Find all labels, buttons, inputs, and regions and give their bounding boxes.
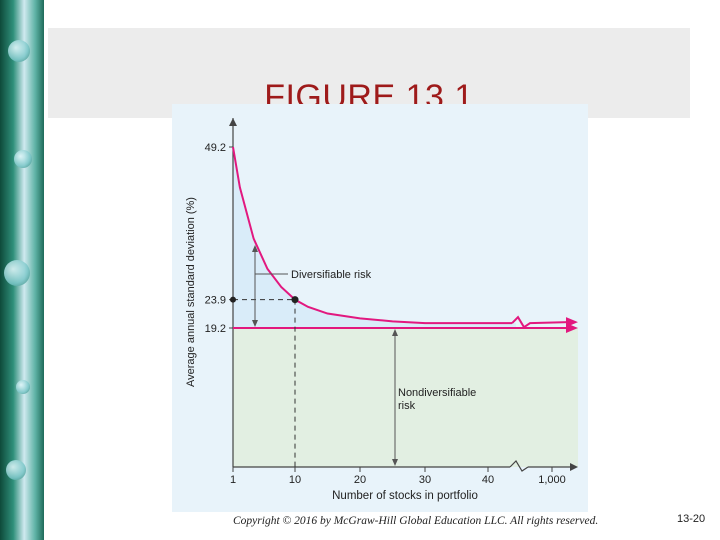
highlight-point [291, 296, 299, 304]
x-tick-label: 30 [419, 474, 431, 486]
diversifiable-bracket-top [252, 245, 258, 252]
x-axis-break [509, 460, 529, 472]
y-tick-label: 49.2 [205, 142, 226, 154]
total-risk-curve [232, 146, 512, 325]
nondiversifiable-bracket-bottom [392, 459, 398, 466]
nondiversifiable-region [233, 328, 578, 467]
curve-arrow [566, 317, 578, 328]
x-axis-arrow [570, 463, 578, 471]
curve-break [511, 315, 569, 329]
nondiversifiable-risk-label-line: Nondiversifiable [398, 387, 476, 399]
x-tick-label: 1,000 [538, 474, 566, 486]
copyright-notice: Copyright © 2016 by McGraw-Hill Global E… [233, 515, 599, 527]
x-tick-label: 1 [230, 474, 236, 486]
y-axis-arrow [229, 118, 237, 126]
nondiversifiable-risk-label-line: risk [398, 400, 416, 412]
y-tick-label: 23.9 [205, 295, 226, 307]
diversifiable-risk-label: Diversifiable risk [291, 269, 372, 281]
diversifiable-region [233, 147, 516, 328]
x-tick-label: 10 [289, 474, 301, 486]
x-axis-title: Number of stocks in portfolio [332, 490, 478, 502]
axis-point-marker [230, 296, 236, 303]
y-axis-title: Average annual standard deviation (%) [185, 197, 197, 387]
x-tick-label: 20 [354, 474, 366, 486]
nondiversifiable-risk-label: Nondiversifiable risk [398, 387, 476, 412]
y-tick-label: 19.2 [205, 323, 226, 335]
slide-number: 13-20 [677, 513, 706, 525]
nondiversifiable-bracket-top [392, 329, 398, 336]
x-tick-label: 40 [482, 474, 494, 486]
diversifiable-bracket-bottom [252, 320, 258, 327]
decorative-side-strip [0, 0, 44, 540]
